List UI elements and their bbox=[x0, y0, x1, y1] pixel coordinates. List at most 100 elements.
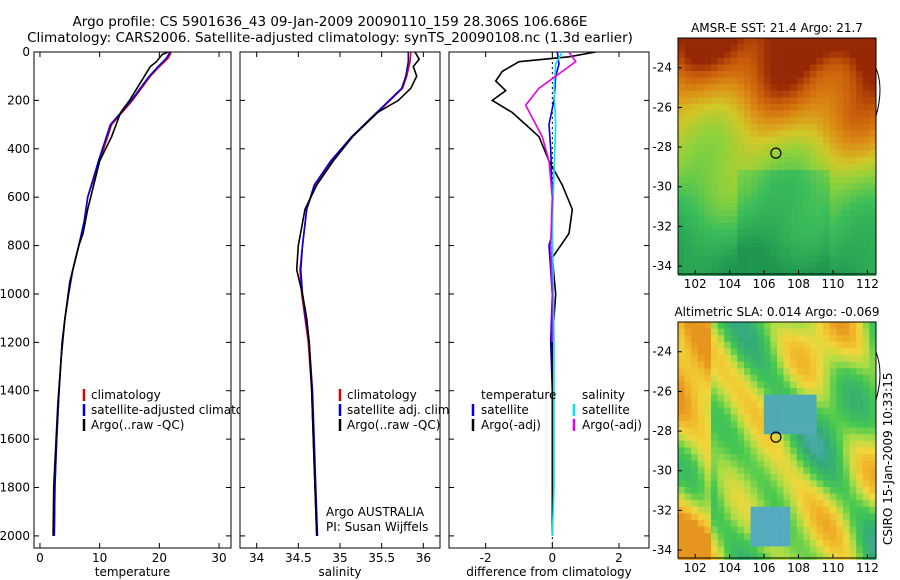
heatmap-cell bbox=[862, 77, 870, 85]
heatmap-cell bbox=[803, 493, 811, 501]
heatmap-cell bbox=[678, 269, 685, 276]
heatmap-cell bbox=[684, 104, 692, 111]
heatmap-cell bbox=[757, 130, 765, 138]
heatmap-cell bbox=[783, 480, 791, 488]
heatmap-cell bbox=[810, 546, 817, 554]
heatmap-cell bbox=[849, 348, 857, 356]
map-x-tick-label: 112 bbox=[856, 561, 879, 575]
heatmap-cell bbox=[849, 480, 857, 488]
heatmap-cell bbox=[803, 533, 811, 541]
heatmap-cell bbox=[836, 64, 844, 72]
heatmap-cell bbox=[697, 328, 705, 336]
heatmap-cell bbox=[704, 71, 712, 78]
heatmap-cell bbox=[770, 381, 778, 389]
heatmap-cell bbox=[763, 374, 771, 382]
heatmap-cell bbox=[823, 150, 831, 158]
heatmap-cell bbox=[790, 156, 798, 164]
heatmap-cell bbox=[697, 341, 705, 349]
heatmap-cell bbox=[704, 500, 712, 508]
heatmap-cell bbox=[763, 348, 771, 356]
heatmap-cell bbox=[803, 236, 811, 243]
heatmap-cell bbox=[724, 262, 732, 270]
heatmap-cell bbox=[843, 421, 850, 428]
map-y-tick-label: -34 bbox=[652, 543, 672, 557]
heatmap-cell bbox=[816, 480, 824, 488]
heatmap-cell bbox=[777, 407, 784, 415]
heatmap-cell bbox=[862, 97, 870, 105]
heatmap-cell bbox=[783, 493, 791, 501]
heatmap-cell bbox=[803, 447, 811, 455]
heatmap-cell bbox=[737, 355, 745, 362]
heatmap-cell bbox=[704, 533, 712, 541]
heatmap-cell bbox=[691, 394, 699, 402]
heatmap-cell bbox=[678, 473, 685, 481]
heatmap-cell bbox=[717, 123, 725, 131]
heatmap-cell bbox=[790, 434, 798, 442]
heatmap-cell bbox=[711, 196, 718, 204]
heatmap-cell bbox=[790, 473, 798, 481]
heatmap-cell bbox=[823, 123, 831, 131]
heatmap-cell bbox=[777, 209, 784, 217]
heatmap-cell bbox=[823, 374, 831, 382]
heatmap-cell bbox=[691, 487, 699, 494]
heatmap-cell bbox=[684, 242, 692, 250]
heatmap-cell bbox=[777, 526, 784, 534]
heatmap-cell bbox=[803, 44, 811, 52]
heatmap-cell bbox=[678, 203, 685, 210]
heatmap-cell bbox=[810, 533, 817, 541]
heatmap-cell bbox=[843, 487, 850, 494]
heatmap-cell bbox=[717, 170, 725, 177]
heatmap-cell bbox=[730, 487, 738, 494]
heatmap-cell bbox=[691, 473, 699, 481]
heatmap-cell bbox=[697, 71, 705, 78]
heatmap-cell bbox=[711, 38, 718, 45]
heatmap-cell bbox=[744, 262, 751, 270]
heatmap-cell bbox=[737, 427, 745, 435]
heatmap-cell bbox=[697, 209, 705, 217]
heatmap-cell bbox=[711, 110, 718, 118]
heatmap-cell bbox=[711, 130, 718, 138]
heatmap-cell bbox=[730, 473, 738, 481]
heatmap-cell bbox=[869, 553, 877, 560]
heatmap-cell bbox=[810, 427, 817, 435]
heatmap-cell bbox=[750, 64, 758, 72]
heatmap-cell bbox=[737, 322, 745, 329]
heatmap-cell bbox=[717, 77, 725, 85]
heatmap-cell bbox=[711, 209, 718, 217]
heatmap-cell bbox=[704, 414, 712, 422]
heatmap-cell bbox=[704, 434, 712, 442]
heatmap-cell bbox=[829, 189, 837, 197]
heatmap-cell bbox=[730, 401, 738, 409]
heatmap-cell bbox=[697, 467, 705, 475]
heatmap-cell bbox=[796, 493, 804, 501]
heatmap-cell bbox=[862, 90, 870, 98]
heatmap-cell bbox=[737, 143, 745, 151]
series-line-salinity-argo-adj- bbox=[524, 52, 577, 343]
heatmap-cell bbox=[750, 335, 758, 343]
heatmap-cell bbox=[711, 421, 718, 428]
heatmap-cell bbox=[816, 209, 824, 217]
heatmap-cell bbox=[777, 242, 784, 250]
heatmap-cell bbox=[678, 394, 685, 402]
heatmap-cell bbox=[744, 110, 751, 118]
heatmap-cell bbox=[862, 236, 870, 243]
heatmap-cell bbox=[810, 216, 817, 224]
heatmap-cell bbox=[737, 51, 745, 59]
heatmap-cell bbox=[744, 57, 751, 65]
heatmap-cell bbox=[836, 368, 844, 376]
heatmap-cell bbox=[724, 137, 732, 144]
heatmap-cell bbox=[777, 110, 784, 118]
heatmap-cell bbox=[790, 216, 798, 224]
heatmap-cell bbox=[777, 506, 784, 514]
heatmap-cell bbox=[790, 176, 798, 184]
heatmap-cell bbox=[684, 407, 692, 415]
heatmap-cell bbox=[869, 473, 877, 481]
heatmap-cell bbox=[856, 130, 864, 138]
heatmap-cell bbox=[684, 117, 692, 125]
heatmap-cell bbox=[724, 421, 732, 428]
heatmap-cell bbox=[678, 156, 685, 164]
heatmap-cell bbox=[697, 480, 705, 488]
heatmap-cell bbox=[691, 480, 699, 488]
heatmap-cell bbox=[862, 513, 870, 521]
heatmap-cell bbox=[678, 57, 685, 65]
